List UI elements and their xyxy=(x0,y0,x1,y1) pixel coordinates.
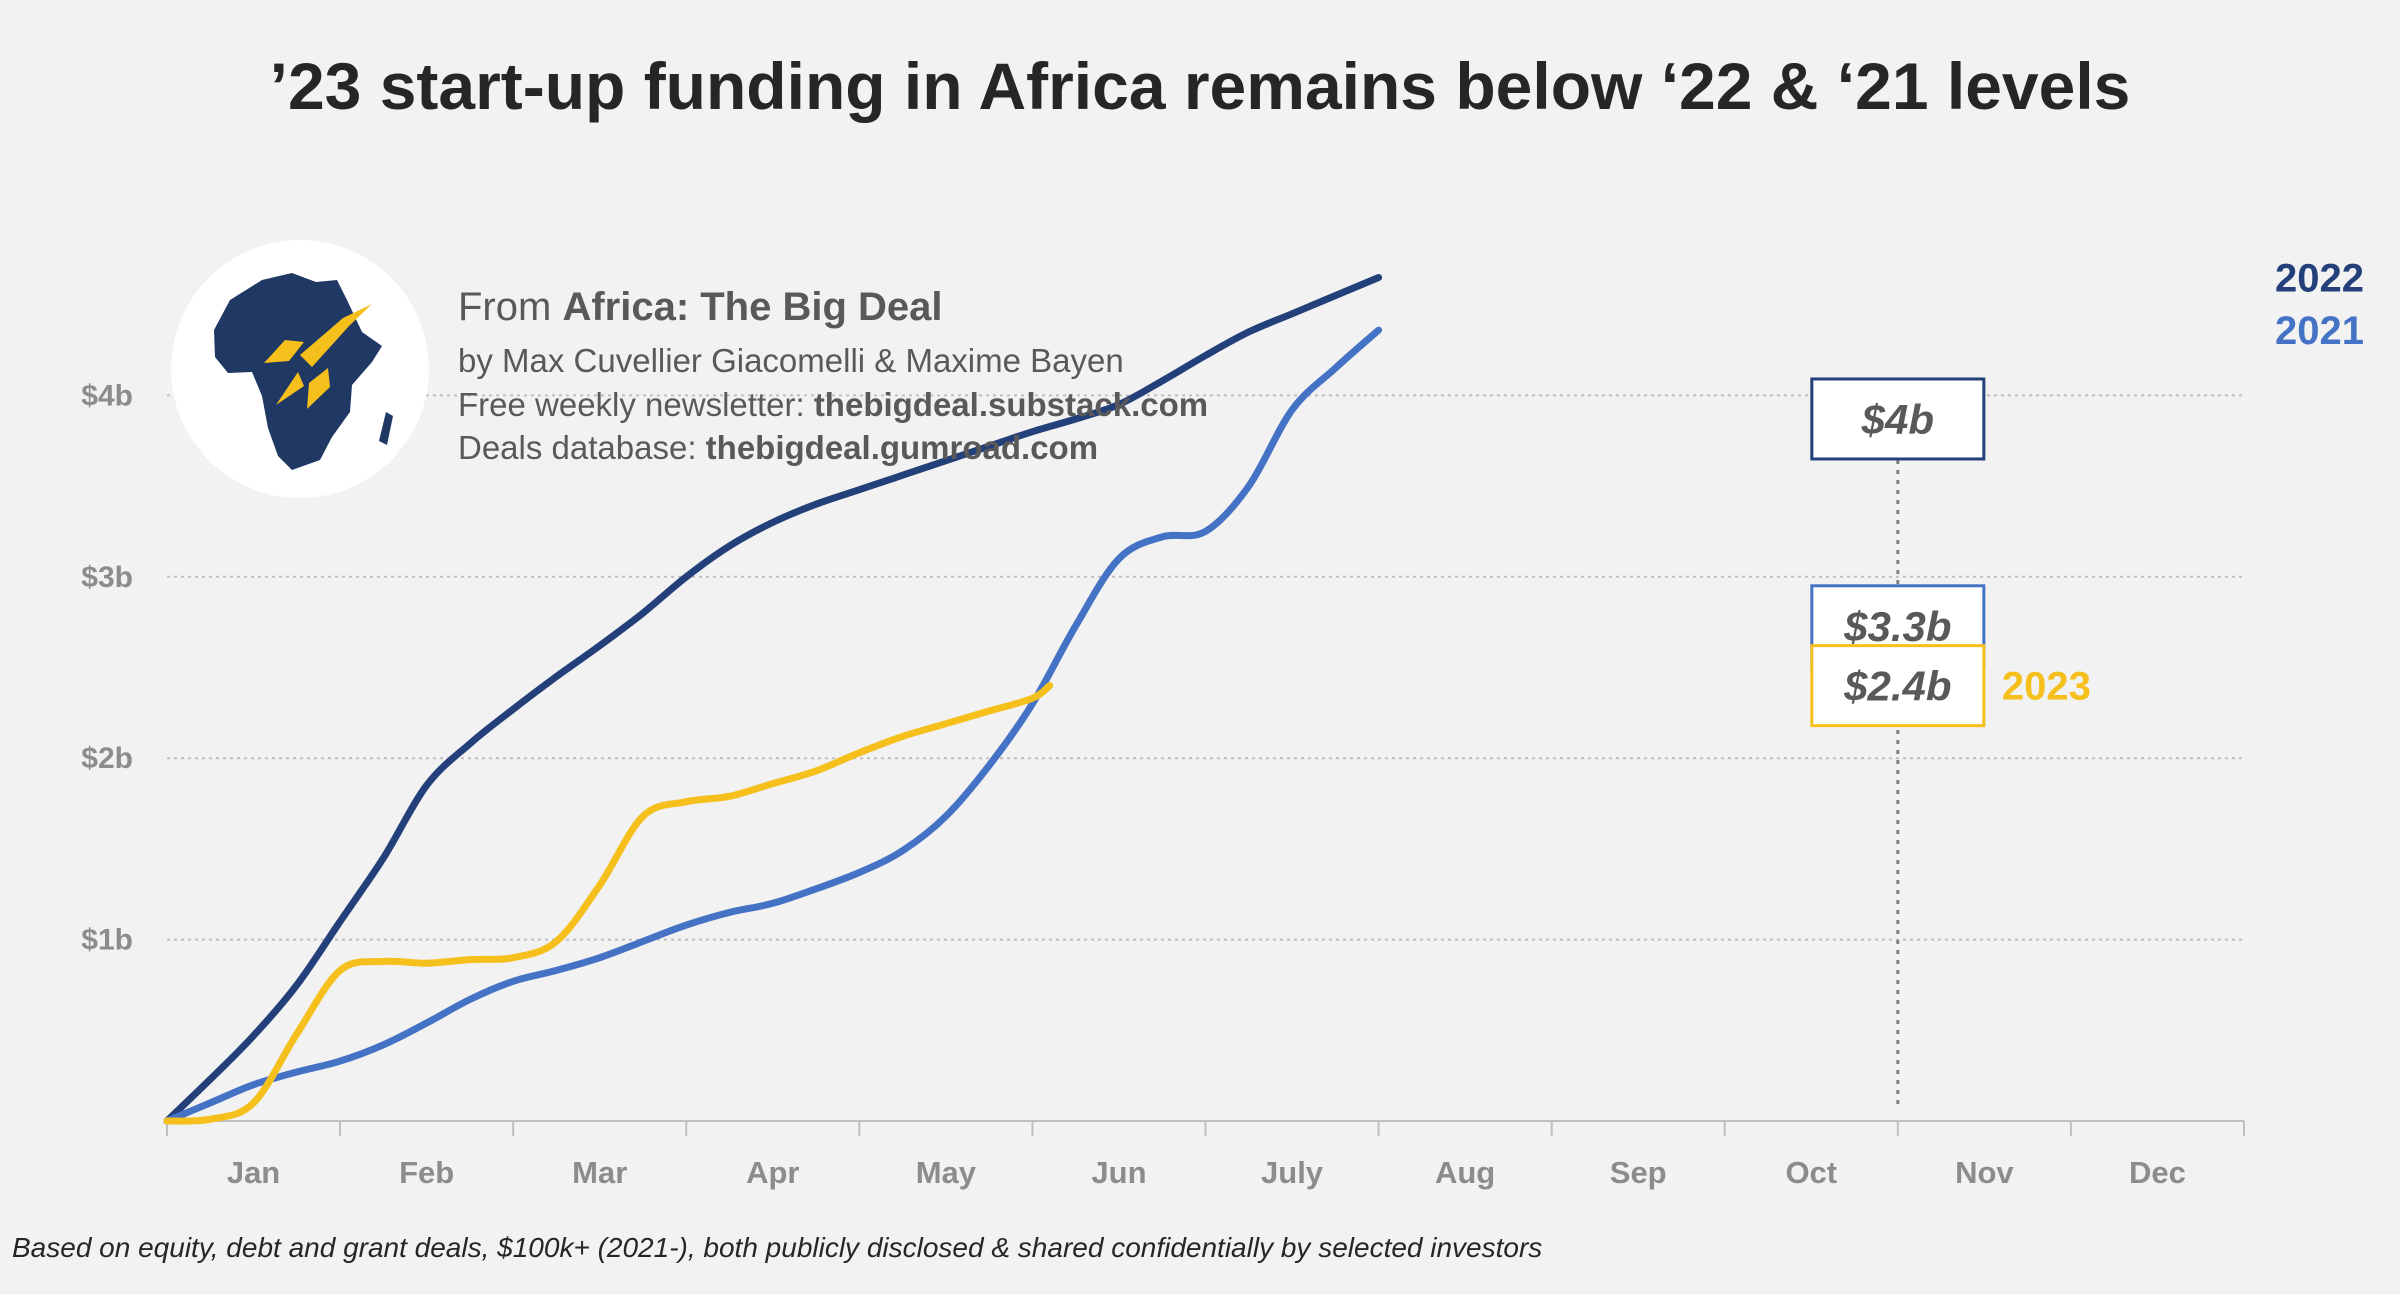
x-tick-label: Sep xyxy=(1610,1155,1667,1190)
madagascar-icon xyxy=(379,412,393,445)
series-line-2021 xyxy=(163,326,1383,1125)
x-axis: Jan Feb Mar Apr May Jun July Aug Sep Oct Nov Dec xyxy=(166,1120,2245,1190)
series-labels: 2022 2021 2023 xyxy=(2002,256,2364,708)
x-tick-label: Nov xyxy=(1955,1155,2014,1190)
rocket-icon xyxy=(264,304,372,409)
series-line-2023 xyxy=(163,682,1054,1125)
source-authors: by Max Cuvellier Giacomelli & Maxime Bay… xyxy=(458,342,1124,379)
footnote: Based on equity, debt and grant deals, $… xyxy=(12,1232,1543,1263)
source-logo xyxy=(171,240,429,498)
y-axis-ticks: $1b $2b $3b $4b xyxy=(81,379,133,956)
series-lines xyxy=(163,274,1383,1125)
y-tick-label: $4b xyxy=(81,379,133,412)
y-tick-label: $1b xyxy=(81,924,133,957)
series-label-2021: 2021 xyxy=(2275,309,2364,353)
callout-label: $4b xyxy=(1861,396,1934,443)
callout-label: $3.3b xyxy=(1843,603,1951,650)
callout-box xyxy=(1810,644,1986,728)
x-tick-label: Jan xyxy=(227,1155,280,1190)
x-tick-label: May xyxy=(916,1155,977,1190)
source-text: From Africa: The Big Deal by Max Cuvelli… xyxy=(458,285,1208,466)
source-newsletter: Free weekly newsletter: thebigdeal.subst… xyxy=(458,386,1208,423)
x-tick-label: Dec xyxy=(2129,1155,2186,1190)
callout-label: $2.4b xyxy=(1843,663,1951,710)
source-database: Deals database: thebigdeal.gumroad.com xyxy=(458,429,1098,466)
database-link[interactable]: thebigdeal.gumroad.com xyxy=(706,429,1098,466)
x-tick-label: July xyxy=(1261,1155,1324,1190)
x-tick-label: Mar xyxy=(572,1155,627,1190)
x-tick-label: Oct xyxy=(1785,1155,1837,1190)
value-callout: $4b xyxy=(1810,377,1986,461)
series-line-2022 xyxy=(163,274,1383,1125)
x-tick-label: Aug xyxy=(1435,1155,1495,1190)
series-label-2023: 2023 xyxy=(2002,665,2091,709)
x-tick-label: Apr xyxy=(746,1155,799,1190)
callout-box xyxy=(1810,377,1986,461)
newsletter-link[interactable]: thebigdeal.substack.com xyxy=(814,386,1208,423)
series-label-2022: 2022 xyxy=(2275,256,2364,300)
value-callout: $2.4b xyxy=(1810,644,1986,728)
source-from-line: From Africa: The Big Deal xyxy=(458,285,943,329)
x-tick-label: Jun xyxy=(1091,1155,1146,1190)
y-tick-label: $3b xyxy=(81,561,133,594)
x-tick-label: Feb xyxy=(399,1155,454,1190)
y-tick-label: $2b xyxy=(81,742,133,775)
chart-title: ’23 start-up funding in Africa remains b… xyxy=(269,49,2131,123)
value-callouts: $4b $3.3b $2.4b xyxy=(1810,377,1986,728)
